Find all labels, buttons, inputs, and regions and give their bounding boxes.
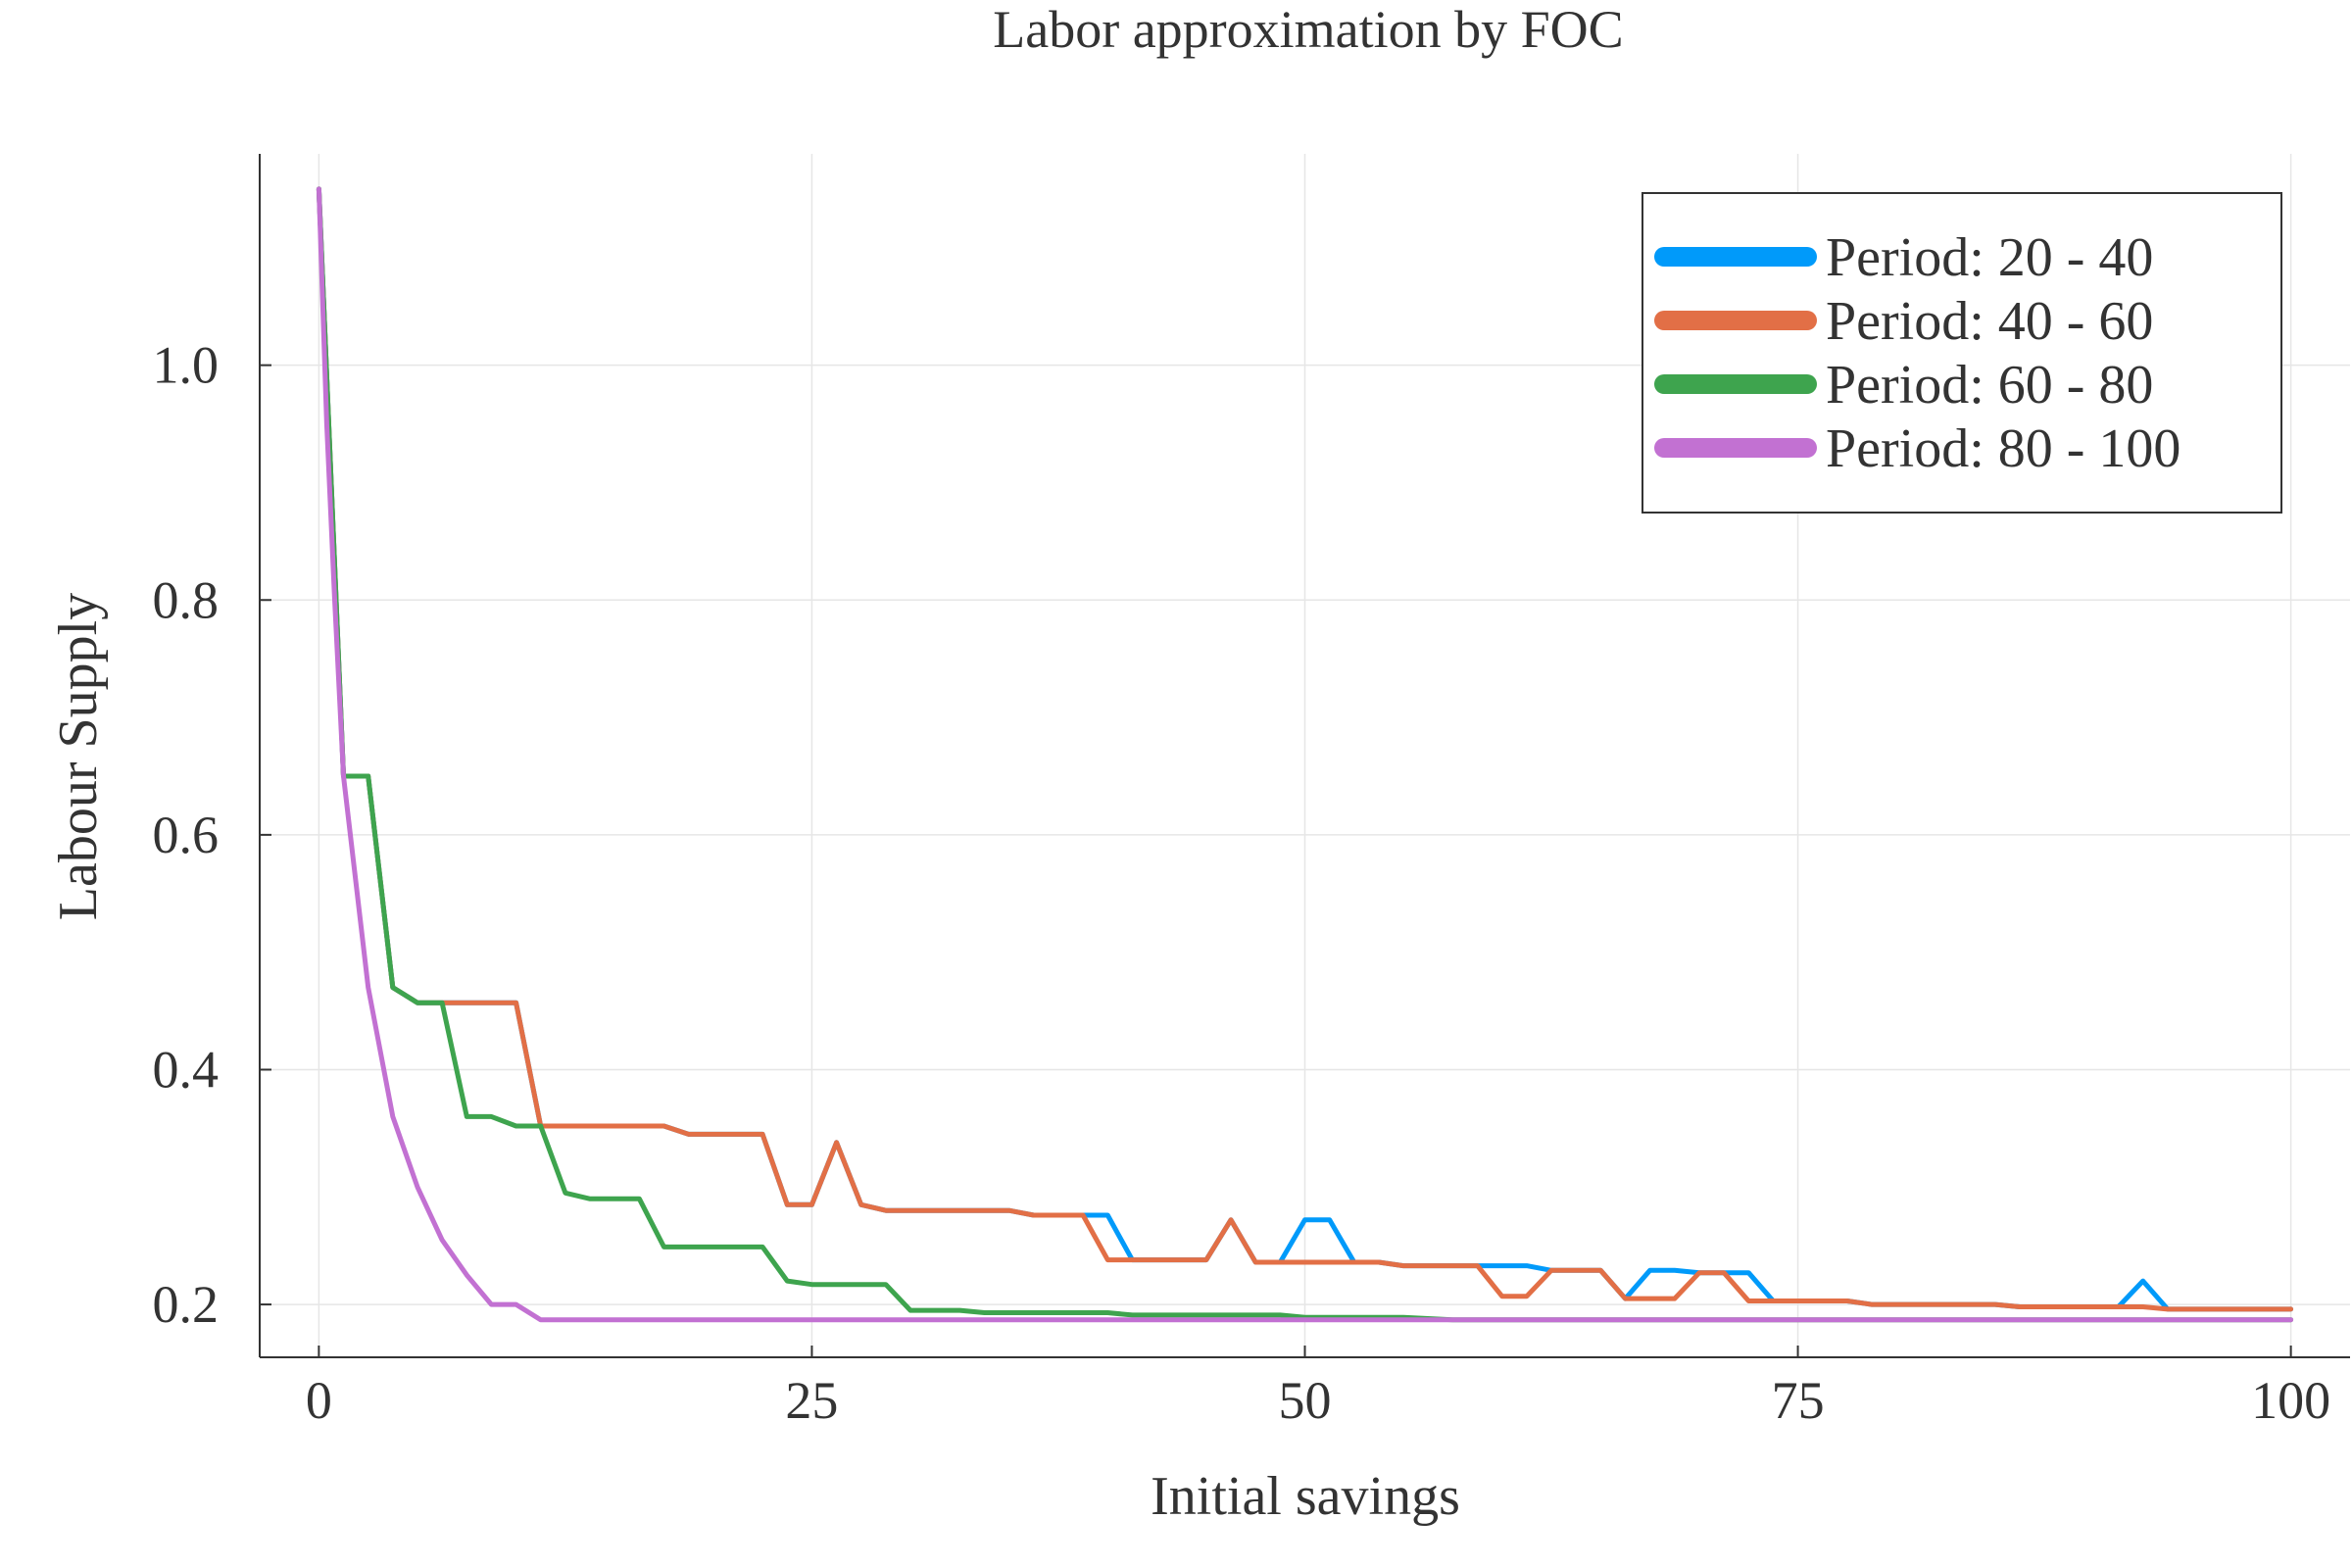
series-line-2 bbox=[316, 186, 2294, 1312]
series-line-3 bbox=[316, 186, 2294, 1323]
tick-labels: 0 25 50 75 100 0.2 0.4 0.6 0.8 1.0 bbox=[153, 336, 2331, 1430]
x-tick-label-4: 100 bbox=[2251, 1371, 2330, 1430]
x-axis-label: Initial savings bbox=[1151, 1466, 1460, 1527]
x-tick-label-0: 0 bbox=[306, 1371, 332, 1430]
chart-title: Labor approximation by FOC bbox=[993, 0, 1623, 59]
legend-label-3: Period: 60 - 80 bbox=[1826, 355, 2153, 416]
legend-label-2: Period: 40 - 60 bbox=[1826, 291, 2153, 352]
x-tick-label-1: 25 bbox=[785, 1371, 838, 1430]
y-tick-label-0: 0.2 bbox=[153, 1275, 220, 1334]
legend-box bbox=[1642, 192, 2282, 514]
x-tick-label-2: 50 bbox=[1279, 1371, 1332, 1430]
y-tick-label-4: 1.0 bbox=[153, 336, 220, 395]
y-tick-label-3: 0.8 bbox=[153, 570, 220, 629]
y-tick-label-1: 0.4 bbox=[153, 1040, 220, 1099]
y-axis-label: Labour Supply bbox=[48, 593, 109, 920]
y-tick-label-2: 0.6 bbox=[153, 806, 220, 864]
legend-label-1: Period: 20 - 40 bbox=[1826, 227, 2153, 288]
series-line-4 bbox=[316, 186, 2294, 1323]
series-lines bbox=[316, 186, 2294, 1323]
axes bbox=[259, 154, 2350, 1358]
legend-label-4: Period: 80 - 100 bbox=[1826, 418, 2180, 479]
x-tick-label-3: 75 bbox=[1772, 1371, 1825, 1430]
